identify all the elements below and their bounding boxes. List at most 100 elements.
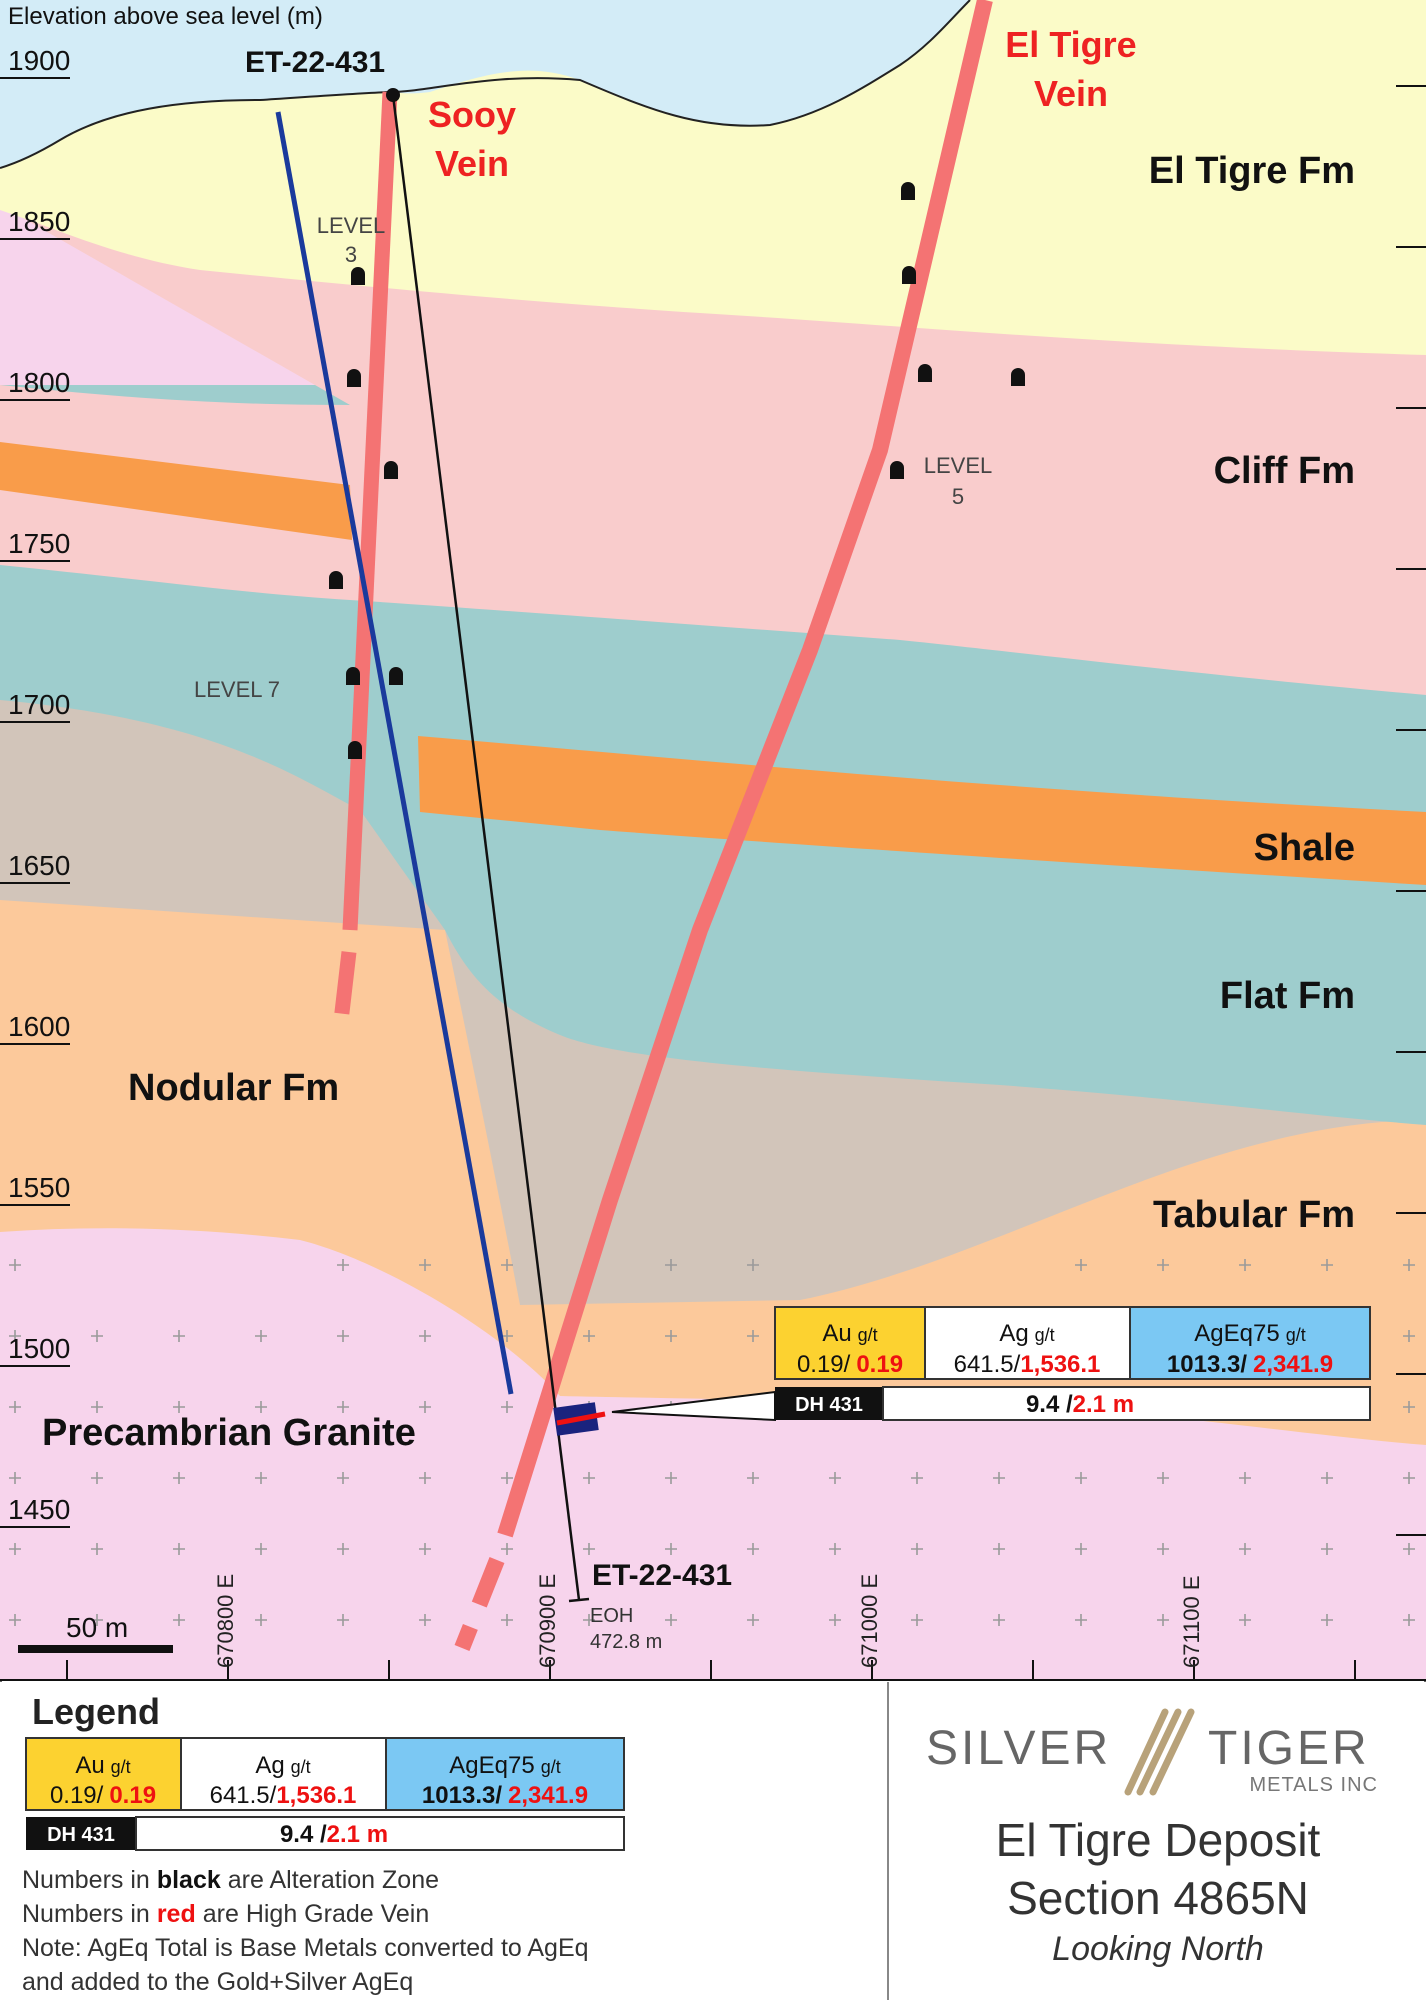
granite-plus bbox=[1075, 1472, 1087, 1484]
granite-plus bbox=[1321, 1472, 1333, 1484]
label-flat-fm: Flat Fm bbox=[1220, 975, 1355, 1017]
label-level-5-a: LEVEL bbox=[924, 453, 993, 478]
adit-symbol bbox=[901, 182, 915, 200]
adit-symbol bbox=[347, 369, 361, 387]
drill-collar bbox=[386, 88, 400, 102]
granite-plus bbox=[1075, 1614, 1087, 1626]
granite-plus bbox=[337, 1401, 349, 1413]
label-level-5-b: 5 bbox=[952, 484, 964, 509]
intercept-ageq-label: AgEq75 bbox=[1194, 1320, 1279, 1347]
topography-line bbox=[0, 0, 971, 169]
granite-plus bbox=[1403, 1259, 1415, 1271]
legend-ag-black: 641.5/ bbox=[210, 1782, 277, 1809]
granite-plus bbox=[255, 1401, 267, 1413]
granite-plus bbox=[255, 1330, 267, 1342]
legend-au-black: 0.19/ bbox=[50, 1782, 104, 1809]
granite-plus bbox=[501, 1259, 513, 1271]
label-cliff-fm: Cliff Fm bbox=[1214, 450, 1355, 492]
granite-plus bbox=[993, 1614, 1005, 1626]
elevation-label: 1700 bbox=[8, 689, 70, 720]
adit-symbol bbox=[351, 267, 365, 285]
elevation-label: 1650 bbox=[8, 850, 70, 881]
elevation-label: 1500 bbox=[8, 1333, 70, 1364]
granite-plus bbox=[9, 1401, 21, 1413]
legend-note-1: Numbers in black are Alteration Zone bbox=[22, 1866, 439, 1894]
granite-plus bbox=[1157, 1472, 1169, 1484]
granite-plus bbox=[911, 1543, 923, 1555]
legend-au-header: Au g/t bbox=[75, 1752, 130, 1779]
intercept-au-unit: g/t bbox=[858, 1325, 878, 1345]
legend-ag-red: 1,536.1 bbox=[276, 1782, 356, 1809]
company-logo: SILVER TIGER METALS INC bbox=[926, 1708, 1377, 1796]
granite-plus bbox=[9, 1614, 21, 1626]
granite-plus bbox=[337, 1614, 349, 1626]
intercept-ageq-black: 1013.3/ bbox=[1167, 1351, 1247, 1378]
scale-bar bbox=[18, 1645, 173, 1653]
granite-plus bbox=[255, 1614, 267, 1626]
label-collar-et-22-431: ET-22-431 bbox=[245, 46, 385, 79]
granite-plus bbox=[747, 1472, 759, 1484]
granite-plus bbox=[91, 1543, 103, 1555]
adit-symbol bbox=[348, 741, 362, 759]
intercept-ageq-cell bbox=[1129, 1306, 1371, 1380]
label-end-et-22-431: ET-22-431 bbox=[592, 1559, 732, 1592]
legend-note-2: Numbers in red are High Grade Vein bbox=[22, 1900, 429, 1928]
intercept-dh-cell bbox=[775, 1387, 883, 1420]
granite-plus bbox=[829, 1543, 841, 1555]
title-line-2: Section 4865N bbox=[1007, 1872, 1309, 1924]
granite-plus bbox=[583, 1543, 595, 1555]
legend-width: 9.4 /2.1 m bbox=[280, 1821, 388, 1848]
intercept-width-cell bbox=[882, 1386, 1371, 1421]
intercept-au-label: Au bbox=[822, 1320, 851, 1347]
adit-symbol bbox=[346, 667, 360, 685]
legend-note-3: Note: AgEq Total is Base Metals converte… bbox=[22, 1934, 589, 1962]
elevation-label: 1900 bbox=[8, 45, 70, 76]
el-tigre-vein-inferred bbox=[454, 1557, 505, 1651]
granite-plus bbox=[1403, 1614, 1415, 1626]
title-line-1: El Tigre Deposit bbox=[996, 1814, 1321, 1866]
easting-label: 670900 E bbox=[535, 1574, 560, 1668]
legend-ag-label: Ag bbox=[255, 1752, 284, 1779]
granite-plus bbox=[419, 1543, 431, 1555]
legend-ageq-header: AgEq75 g/t bbox=[449, 1752, 560, 1779]
granite-plus bbox=[255, 1472, 267, 1484]
granite-plus bbox=[1075, 1259, 1087, 1271]
legend-ageq-black: 1013.3/ bbox=[422, 1782, 502, 1809]
el-tigre-vein bbox=[497, 0, 993, 1538]
granite-plus bbox=[1157, 1543, 1169, 1555]
legend-au-label: Au bbox=[75, 1752, 104, 1779]
granite-plus bbox=[173, 1401, 185, 1413]
drillhole-et-22-431 bbox=[391, 94, 581, 1601]
historic-drillhole bbox=[275, 111, 514, 1395]
granite-plus bbox=[583, 1614, 595, 1626]
granite-plus bbox=[747, 1330, 759, 1342]
intercept-au-cell bbox=[774, 1306, 926, 1380]
granite-plus bbox=[9, 1543, 21, 1555]
granite-plus bbox=[1157, 1614, 1169, 1626]
adit-symbol bbox=[384, 461, 398, 479]
intercept-au-red: 0.19 bbox=[856, 1351, 903, 1378]
sooy-vein bbox=[342, 91, 398, 931]
granite-plus bbox=[829, 1472, 841, 1484]
label-nodular-fm: Nodular Fm bbox=[128, 1067, 339, 1109]
label-el-tigre-vein-2: Vein bbox=[1034, 73, 1108, 114]
elevation-label: 1850 bbox=[8, 206, 70, 237]
granite-plus bbox=[747, 1614, 759, 1626]
intercept-au-header: Au g/t bbox=[822, 1320, 877, 1347]
label-el-tigre-vein-1: El Tigre bbox=[1005, 24, 1136, 65]
easting-axis: 670800 E 670900 E 671000 E 671100 E bbox=[66, 1574, 1356, 1680]
legend-au-unit: g/t bbox=[111, 1757, 131, 1777]
intercept-ag-values: 641.5/1,536.1 bbox=[954, 1351, 1101, 1378]
granite-plus bbox=[91, 1614, 103, 1626]
granite-plus bbox=[419, 1259, 431, 1271]
granite-plus bbox=[9, 1472, 21, 1484]
adit-symbol bbox=[918, 364, 932, 382]
legend-ageq-label: AgEq75 bbox=[449, 1752, 534, 1779]
intercept-width: 9.4 /2.1 m bbox=[1026, 1391, 1134, 1418]
intercept-ageq-header: AgEq75 g/t bbox=[1194, 1320, 1305, 1347]
granite-plus bbox=[337, 1543, 349, 1555]
granite-plus bbox=[419, 1401, 431, 1413]
granite-plus bbox=[747, 1259, 759, 1271]
adit-symbol bbox=[329, 571, 343, 589]
